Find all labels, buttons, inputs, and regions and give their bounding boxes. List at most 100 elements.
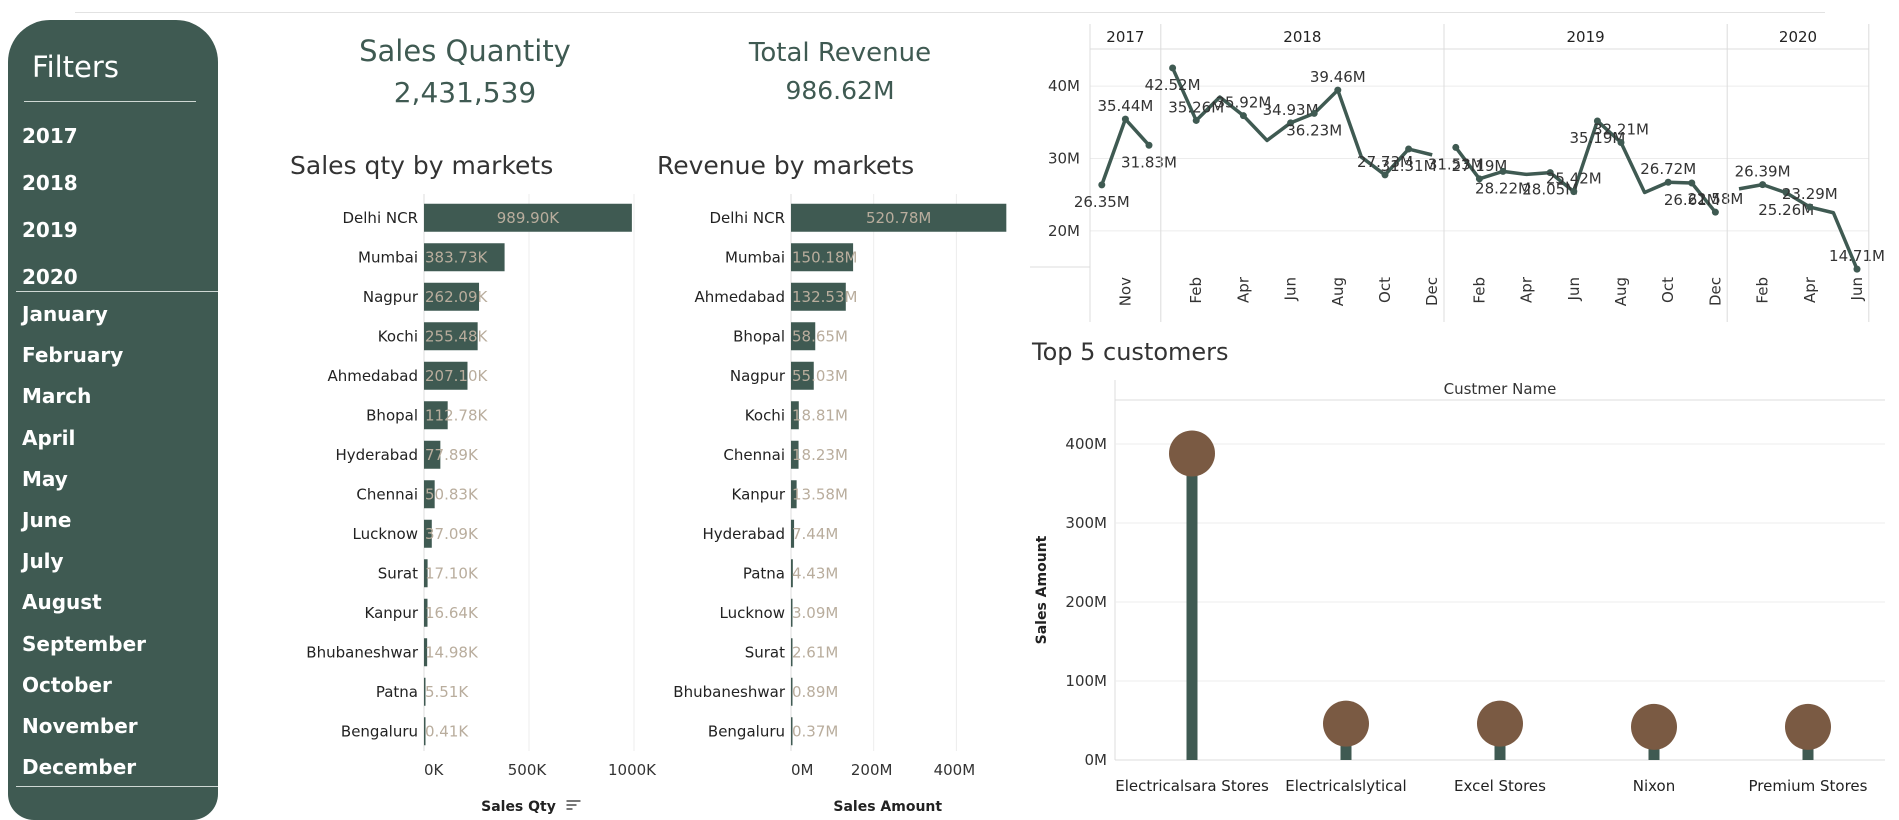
point-label: 26.61M [1664,191,1720,209]
category-label: Nagpur [363,288,419,306]
data-label: 7.44M [792,525,838,543]
lollipop-dot [1631,703,1677,750]
category-label: Patna [376,683,418,701]
data-label: 262.09K [425,288,488,306]
revenue-bar-chart: 0M 200M 400M Delhi NCR 520.78M Mumbai 150.18M A… [673,194,1007,815]
category-label: Delhi NCR [342,209,418,227]
point-label: 28.05M [1522,181,1578,199]
filter-month-february[interactable]: February [22,343,124,368]
data-label: 132.53M [792,288,857,306]
category-label: Kanpur [732,485,786,503]
trend-point [1098,181,1106,189]
category-label: Ahmedabad [327,367,418,385]
data-label: 0.89M [792,683,838,701]
year-header: 2018 [1283,28,1321,46]
column-header: Custmer Name [1444,380,1557,398]
trend-point [1334,86,1342,94]
point-label: 34.93M [1263,101,1319,119]
filter-month-april[interactable]: April [22,425,76,450]
point-label: 31.53M [1428,155,1484,173]
y-axis-title: Sales Amount [1034,535,1050,644]
bar [791,519,795,548]
bar [791,322,816,351]
category-label: Hyderabad [336,446,419,464]
x-tick-label: 0M [791,761,814,779]
month-tick-label: Apr [1234,276,1252,303]
x-tick-label: 0K [424,761,445,779]
trend-point [1759,181,1767,189]
filter-month-january[interactable]: January [22,302,108,326]
filter-month-december[interactable]: December [22,755,137,780]
total-revenue-value: 986.62M [785,76,895,105]
data-label: 4.43M [792,564,838,582]
bar [424,717,426,746]
sales-qty-chart-title: Sales qty by markets [290,151,554,180]
point-label: 35.44M [1097,97,1153,115]
bar [424,322,478,351]
sales-quantity-value: 2,431,539 [393,76,537,109]
bar [791,401,799,430]
y-tick-label: 40M [1048,77,1080,95]
sales-qty-bar-chart: 0K 500K 1000K Delhi NCR 989.90K Mumbai 383.73K… [306,194,657,815]
top5-customers-lollipop-chart: Custmer Name 400M 300M 200M 100M 0M Sales Amou… [1034,380,1885,795]
data-label: 0.41K [425,722,469,740]
bar [791,361,814,390]
lollipop-dot [1323,700,1369,747]
point-label: 23.29M [1782,185,1838,203]
filter-year-2019[interactable]: 2019 [22,218,78,242]
bar [424,519,432,548]
filter-month-november[interactable]: November [22,714,138,738]
month-tick-label: Oct [1659,277,1677,303]
trend-point [1381,171,1389,179]
filters-panel: Filters 2017 2018 2019 2020 January February M… [8,20,218,820]
bar [791,677,793,706]
x-tick-label: 500K [508,761,548,779]
filter-month-may[interactable]: May [22,466,68,491]
bar [424,440,441,469]
trend-point [1664,178,1672,186]
filter-month-september[interactable]: September [22,631,146,656]
data-label: 989.90K [497,209,560,227]
trend-line [1171,67,1433,177]
filter-year-2018[interactable]: 2018 [22,171,78,195]
filter-month-june[interactable]: June [22,508,72,532]
trend-point [1145,141,1153,149]
filter-month-october[interactable]: October [22,672,112,697]
month-tick-label: Feb [1754,277,1772,304]
month-tick-label: Oct [1376,277,1394,303]
data-label: 255.48K [425,327,488,345]
trend-point [1593,117,1601,125]
year-header: 2020 [1779,28,1817,46]
trend-point [1806,203,1814,211]
x-axis-title: Sales Qty [481,799,556,815]
trend-point [1310,109,1318,117]
month-tick-label: Dec [1706,277,1724,306]
data-label: 18.81M [792,406,848,424]
bar [424,638,428,667]
bar [791,243,854,272]
data-label: 18.23M [792,446,848,464]
filter-month-july[interactable]: July [22,549,64,574]
customer-label: Premium Stores [1749,777,1868,795]
sales-quantity-label: Sales Quantity [359,34,571,68]
point-label: 22.58M [1687,190,1743,208]
category-label: Surat [378,564,418,582]
filter-month-august[interactable]: August [22,590,102,615]
bar [424,598,428,627]
month-tick-label: Jun [1565,277,1583,301]
data-label: 383.73K [425,248,488,266]
trend-point [1405,145,1413,153]
category-label: Ahmedabad [694,288,785,306]
bar [424,677,426,706]
category-label: Nagpur [730,367,786,385]
point-label: 14.71M [1829,247,1885,265]
trend-point [1452,143,1460,151]
trend-line [1454,119,1717,214]
filter-year-2017[interactable]: 2017 [22,124,78,148]
filter-year-2020[interactable]: 2020 [22,265,78,289]
data-label: 520.78M [866,209,931,227]
point-label: 35.19M [1569,129,1625,147]
bar [791,559,793,588]
filter-month-march[interactable]: March [22,384,92,409]
customer-label: Nixon [1633,777,1676,795]
